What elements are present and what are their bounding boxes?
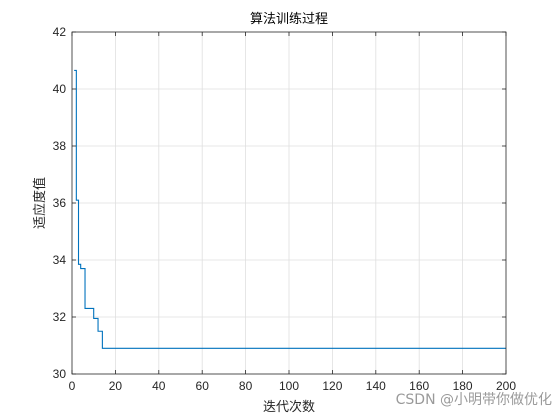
- x-tick-label: 200: [496, 379, 516, 393]
- y-axis-label: 适应度值: [32, 177, 48, 229]
- y-tick-label: 42: [53, 25, 67, 39]
- tick-marks: [71, 31, 507, 375]
- x-tick-label: 140: [366, 379, 386, 393]
- x-tick-label: 80: [239, 379, 253, 393]
- y-tick-label: 40: [53, 82, 67, 96]
- y-tick-label: 38: [53, 139, 67, 153]
- watermark: CSDN @小明带你做优化: [396, 392, 552, 408]
- y-gridlines: [72, 88, 506, 318]
- x-tick-label: 0: [69, 379, 76, 393]
- x-tick-label: 160: [409, 379, 429, 393]
- x-tick-label: 100: [279, 379, 299, 393]
- y-tick-label: 30: [53, 367, 67, 381]
- y-tick-label: 34: [53, 253, 67, 267]
- series-line: [74, 69, 506, 349]
- x-tick-labels: 0 20 40 60 80 100 120 140 160 180 200: [69, 379, 517, 393]
- x-tick-label: 120: [322, 379, 342, 393]
- x-tick-label: 40: [152, 379, 166, 393]
- chart-title: 算法训练过程: [250, 12, 328, 27]
- x-axis-label: 迭代次数: [263, 399, 315, 415]
- y-tick-label: 32: [53, 310, 67, 324]
- x-tick-label: 60: [196, 379, 210, 393]
- y-tick-label: 36: [53, 196, 67, 210]
- y-tick-labels: 30 32 34 36 38 40 42: [53, 25, 67, 381]
- x-tick-label: 20: [109, 379, 123, 393]
- x-tick-label: 180: [453, 379, 473, 393]
- series-layer: [74, 69, 506, 349]
